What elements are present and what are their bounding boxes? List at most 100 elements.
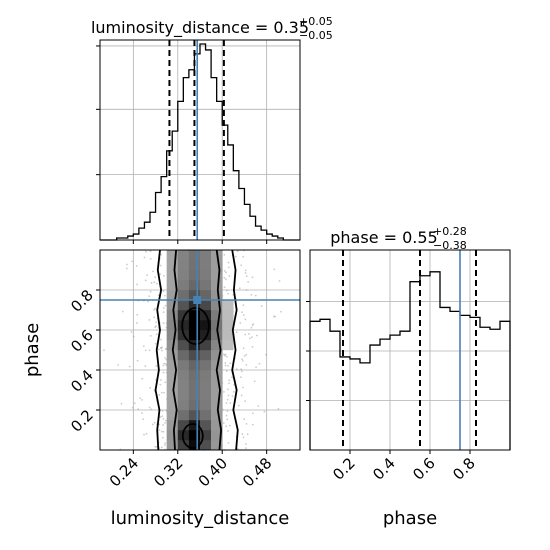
density-point [159,383,162,386]
density-point [145,432,148,435]
density-point [245,422,248,425]
density-point [153,421,156,424]
xtick-label-2d-3: 0.48 [239,454,275,490]
contour-middle-left [171,249,178,451]
panel-2d-density: 0.24 0.32 0.40 0.48 0.2 0.4 0.6 0.8 [67,249,301,490]
density-point [240,368,243,371]
density-point [160,349,163,352]
density-point [136,359,139,362]
density-cell [166,320,178,331]
density-cell [200,380,212,391]
density-point [225,355,228,358]
density-point [152,270,154,273]
density-point [150,408,153,411]
density-point [242,304,245,307]
density-point [222,422,225,424]
density-point [139,397,142,399]
density-point [150,282,153,284]
density-point [164,348,167,351]
density-cell [211,280,223,291]
density-point [162,290,165,292]
density-point [243,418,246,421]
density-point [227,292,230,295]
density-point [136,322,138,324]
density-point [162,307,165,309]
density-point [148,319,151,321]
density-point [260,305,263,307]
ytick-label-2d-2: 0.6 [67,326,97,356]
density-cell [211,430,223,441]
density-point [121,310,124,313]
density-point [125,267,128,270]
density-point [155,333,158,336]
density-point [227,388,229,391]
density-point [228,424,231,427]
density-cell [200,370,212,381]
density-point [245,353,248,356]
density-cell [211,410,223,421]
density-point [163,274,165,277]
density-cell [166,310,178,321]
density-point [240,376,242,379]
x-axis-label-luminosity-distance: luminosity_distance [111,508,290,529]
xtick-label-p1-2: 0.6 [409,454,439,484]
density-point [223,390,225,393]
density-point [242,314,245,316]
density-point [161,409,164,412]
density-cells [166,250,234,451]
density-point [265,353,267,356]
frame-phase-hist [309,249,511,451]
density-point [246,433,249,436]
density-cell [177,340,190,351]
density-point [154,307,157,310]
contour-outer-right [231,249,239,451]
xtick-label-2d-0: 0.24 [106,454,142,490]
density-point [164,304,167,307]
density-cell [177,280,190,291]
density-point [142,418,145,421]
density-cell [166,360,178,371]
density-cell [200,420,212,431]
xtick-label-2d-1: 0.32 [150,454,186,490]
density-point [228,382,230,385]
density-point [249,337,251,340]
density-point [245,275,248,278]
density-point [103,349,105,352]
density-cell [188,250,201,261]
truth-point [193,296,202,304]
density-point [161,436,164,439]
density-point [227,394,230,397]
density-point [263,410,266,413]
density-point [148,406,151,409]
density-point [154,445,157,448]
title-luminosity-distance-sub: −0.05 [299,29,333,42]
density-cell [177,370,190,381]
density-cell [166,440,178,451]
frame-2d-density [99,249,301,451]
density-point [165,363,167,365]
density-cell [211,390,223,401]
density-cell [166,380,178,391]
density-cell [188,390,201,401]
density-cell [188,320,201,331]
density-cell [222,310,234,321]
density-point [159,338,162,341]
density-point [241,358,243,361]
density-cell [211,340,223,351]
density-point [136,283,138,286]
density-point [227,261,230,264]
density-point [280,310,282,313]
density-cell [166,290,178,301]
density-cell [188,300,201,311]
density-cell [200,340,212,351]
density-cell [188,400,201,411]
density-point [144,365,147,367]
density-point [242,386,244,389]
density-point [244,333,247,336]
density-point [141,412,143,414]
contour-core-0 [181,307,210,345]
density-point [144,279,147,282]
density-cell [166,350,178,361]
density-cell [177,320,190,331]
